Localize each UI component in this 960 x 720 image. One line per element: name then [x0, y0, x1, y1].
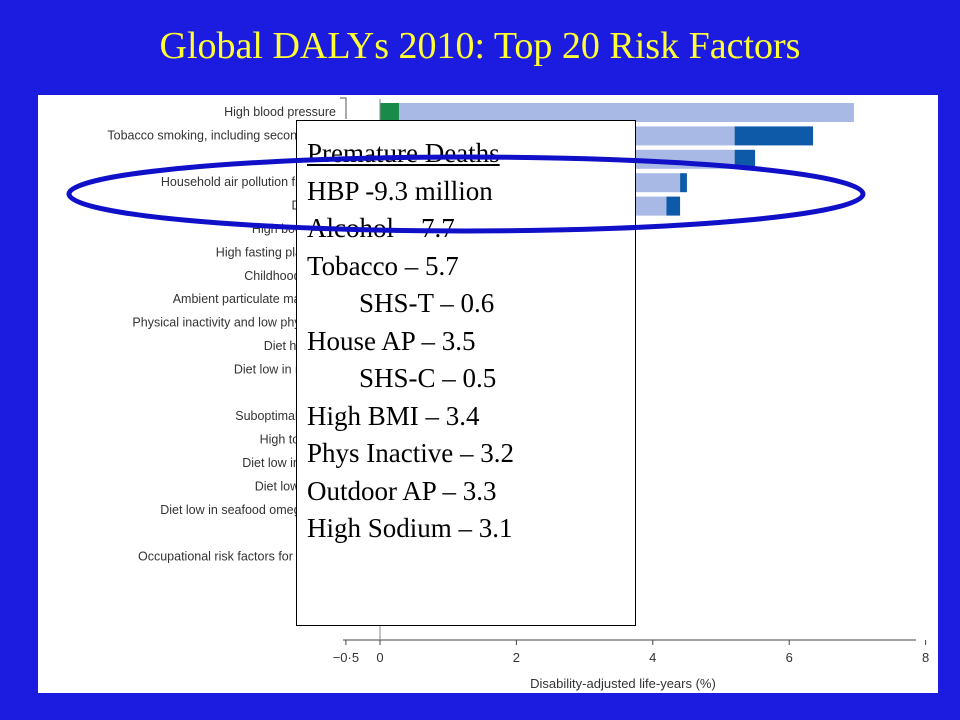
row-label: High blood pressure	[224, 105, 336, 119]
row-label: Tobacco smoking, including second-hand	[107, 128, 336, 142]
premature-deaths-line: SHS-T – 0.6	[359, 288, 495, 318]
x-tick-label: 0	[376, 650, 383, 665]
premature-deaths-line: Outdoor AP – 3.3	[307, 475, 497, 506]
x-tick-label: 6	[786, 650, 793, 665]
bar-segment	[734, 149, 756, 169]
premature-deaths-line: Phys Inactive – 3.2	[307, 438, 514, 468]
x-tick-label: 4	[649, 650, 656, 665]
premature-deaths-line: House AP – 3.5	[307, 325, 476, 356]
slide-title: Global DALYs 2010: Top 20 Risk Factors	[159, 25, 801, 67]
premature-deaths-line: SHS-C – 0.5	[359, 363, 497, 393]
row-label: Occupational risk factors for injuries	[138, 550, 336, 564]
premature-deaths-line: Tobacco – 5.7	[307, 250, 459, 281]
premature-deaths-line: HBP -9.3 million	[307, 175, 493, 206]
bar-segment	[380, 103, 400, 122]
row-bracket	[340, 97, 347, 119]
row-label: Physical inactivity and low physical a	[132, 316, 336, 330]
bar-segment	[680, 173, 687, 193]
premature-deaths-line: Alcohol – 7.7	[307, 213, 455, 243]
bar-segment	[399, 103, 854, 122]
bar-segment	[666, 196, 681, 216]
bar-segment	[734, 126, 814, 146]
premature-deaths-box: Premature Deaths HBP -9.3 million Alcohol…	[296, 120, 636, 626]
row-label: Ambient particulate matter po	[173, 292, 336, 306]
premature-deaths-heading: Premature Deaths	[307, 138, 500, 168]
x-tick-label: 8	[922, 650, 929, 665]
x-tick-label: 2	[513, 650, 520, 665]
x-tick-label: −0·5	[333, 650, 359, 665]
x-axis-title: Disability-adjusted life-years (%)	[530, 676, 716, 691]
premature-deaths-line: High Sodium – 3.1	[307, 513, 513, 543]
premature-deaths-line: High BMI – 3.4	[307, 400, 480, 431]
row-label: Diet low in seafood omega-3 fat	[160, 503, 336, 517]
